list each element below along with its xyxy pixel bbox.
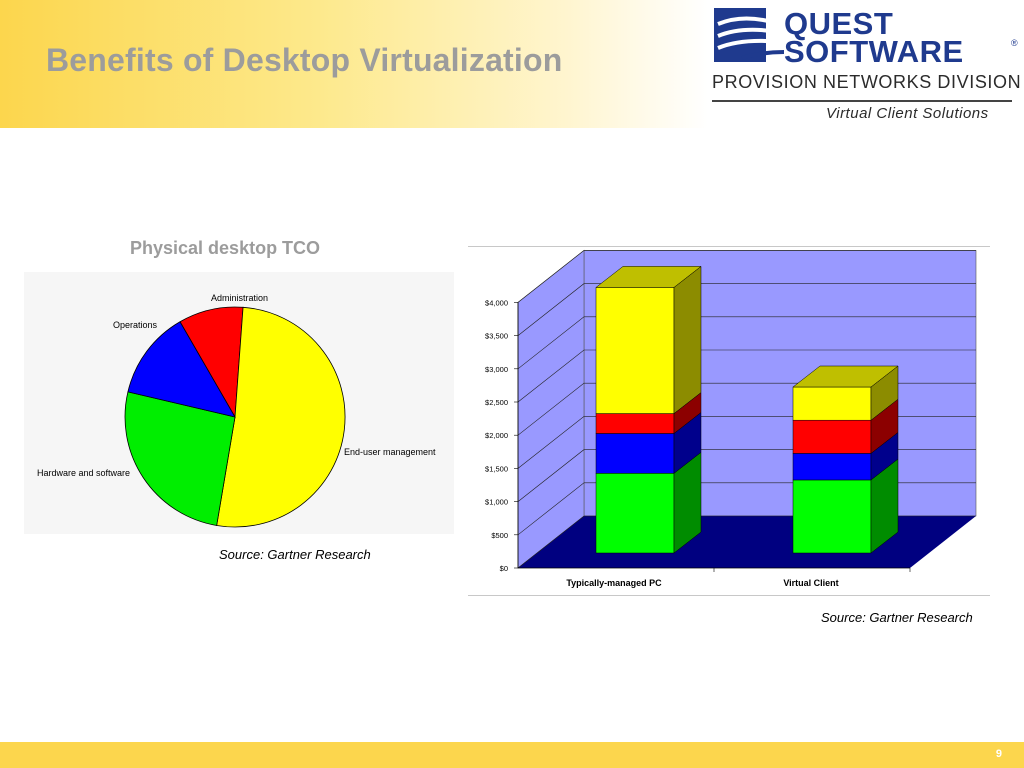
bar-segment-front-typically-managed-pc-2	[595, 413, 675, 434]
bar-segment-front-typically-managed-pc-3	[595, 287, 675, 414]
y-tick-label: $1,000	[485, 498, 508, 507]
pie-label-end-user-management: End-user management	[344, 447, 436, 457]
y-tick-label: $3,000	[485, 365, 508, 374]
y-tick-label: $500	[491, 531, 508, 540]
pie-label-administration: Administration	[211, 293, 268, 303]
pie-label-hardware-and-software: Hardware and software	[37, 468, 130, 478]
y-tick-label: $2,500	[485, 398, 508, 407]
bar-segment-front-virtual-client-1	[792, 453, 872, 481]
logo-tagline: Virtual Client Solutions	[826, 105, 989, 122]
pie-chart-title: Physical desktop TCO	[130, 238, 321, 258]
bar-segment-side-typically-managed-pc-3	[673, 265, 702, 415]
registered-mark: ®	[1011, 38, 1018, 48]
logo-text-quest: QUEST	[784, 6, 894, 41]
y-tick-label: $3,500	[485, 332, 508, 341]
bar-chart: $0 $500 $1,000 $1,500 $2,000 $2,500 $3,000 $3,5…	[485, 249, 977, 588]
gridline	[517, 283, 976, 336]
pie-slice-operations	[127, 321, 236, 418]
bar-segment-front-typically-managed-pc-1	[595, 433, 675, 474]
bar-top-virtual-client	[792, 365, 899, 388]
y-tick-label: $0	[500, 564, 508, 573]
bar-top-typically-managed-pc	[595, 266, 702, 288]
pie-slice-end-user-management	[216, 306, 346, 528]
gridline	[517, 316, 976, 370]
bar-chart-source: Source: Gartner Research	[821, 610, 973, 625]
gridline	[517, 349, 976, 403]
header-band	[0, 0, 708, 128]
gridline	[517, 250, 976, 303]
bar-segment-front-virtual-client-3	[792, 386, 872, 421]
bar-segment-front-virtual-client-0	[792, 479, 872, 554]
quest-swoosh-icon	[714, 8, 785, 62]
logo-division-text: PROVISION NETWORKS DIVISION	[712, 72, 1022, 92]
y-tick-label: $4,000	[485, 298, 508, 307]
pie-label-operations: Operations	[113, 320, 158, 330]
slide-title: Benefits of Desktop Virtualization	[46, 42, 563, 78]
x-category-label: Typically-managed PC	[566, 578, 662, 588]
company-logo: QUEST SOFTWARE ® PROVISION NETWORKS DIVI…	[708, 0, 1024, 128]
footer-bar: 9	[0, 742, 1024, 768]
logo-divider	[712, 100, 1012, 102]
pie-chart: Administration End-user management Hardwar…	[37, 293, 436, 528]
bar-segment-front-typically-managed-pc-0	[595, 473, 675, 554]
pie-chart-source: Source: Gartner Research	[219, 547, 371, 562]
bar-chart-floor	[518, 516, 976, 568]
y-tick-label: $2,000	[485, 431, 508, 440]
bar-segment-front-virtual-client-2	[792, 419, 872, 454]
y-tick-label: $1,500	[485, 464, 508, 473]
logo-text-software: SOFTWARE	[784, 34, 964, 69]
pie-slice-hardware-and-software	[124, 391, 236, 526]
page-number: 9	[995, 748, 1002, 760]
x-category-label: Virtual Client	[783, 578, 838, 588]
